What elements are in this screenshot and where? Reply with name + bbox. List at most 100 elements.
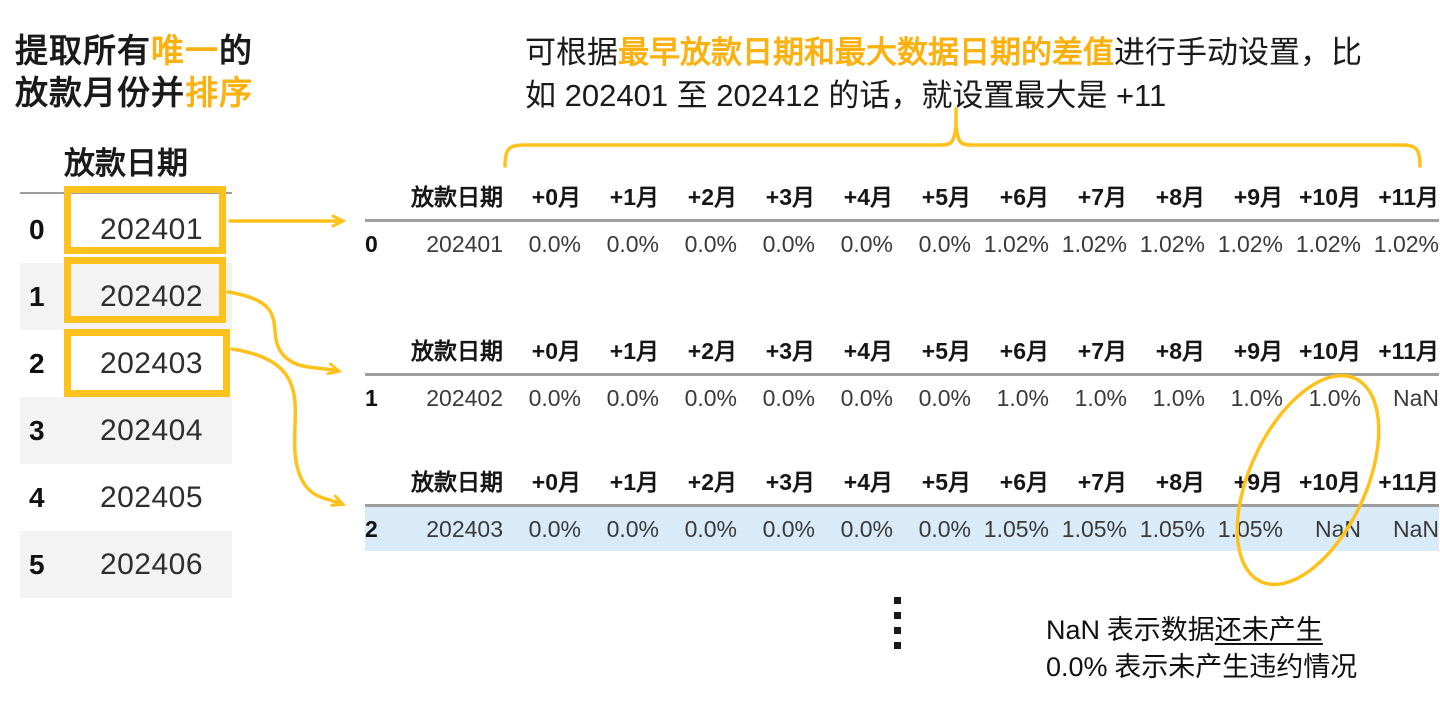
- annotation-max-offset: 可根据最早放款日期和最大数据日期的差值进行手动设置，比 如 202401 至 2…: [525, 31, 1362, 117]
- row-index: 1: [365, 384, 378, 411]
- vintage-table-202402: 放款日期 +0月 +1月 +2月 +3月 +4月 +5月 +6月 +7月 +8月 +9月 +10月 +1…: [365, 330, 1439, 420]
- value-cell: 0.0%: [684, 515, 737, 542]
- column-header: +2月: [687, 338, 737, 364]
- ellipsis-dot: [894, 627, 901, 634]
- column-header: +8月: [1155, 469, 1205, 495]
- column-header: 放款日期: [411, 184, 503, 210]
- loan-date-cell: 202402: [426, 384, 503, 411]
- table-row: 0 202401 0.0% 0.0% 0.0% 0.0% 0.0% 0.0% 1.02% 1.…: [365, 222, 1439, 266]
- column-header: +10月: [1298, 184, 1361, 210]
- table-row-highlighted: 2 202403 0.0% 0.0% 0.0% 0.0% 0.0% 0.0% 1.05% 1.…: [365, 507, 1439, 551]
- highlighted-text: 最早放款日期和最大数据日期的差值: [618, 35, 1114, 70]
- row-index: 1: [29, 280, 45, 312]
- value-cell: 0.0%: [840, 515, 893, 542]
- value-cell: 0.0%: [684, 384, 737, 411]
- column-header: +1月: [609, 469, 659, 495]
- highlighted-text: 唯一: [151, 32, 219, 69]
- column-header: +4月: [843, 184, 893, 210]
- annotation-line: 可根据最早放款日期和最大数据日期的差值进行手动设置，比: [525, 35, 1362, 70]
- vintage-table-202403: 放款日期 +0月 +1月 +2月 +3月 +4月 +5月 +6月 +7月 +8月 +9月 +10月 +1…: [365, 461, 1439, 551]
- column-header: +2月: [687, 184, 737, 210]
- loan-month-value: 202401: [99, 212, 204, 246]
- value-cell: 1.0%: [996, 384, 1049, 411]
- value-cell: 1.05%: [1217, 515, 1283, 542]
- vintage-header-row: 放款日期 +0月 +1月 +2月 +3月 +4月 +5月 +6月 +7月 +8月 +9月 +10月 +1…: [365, 330, 1439, 366]
- value-cell: NaN: [1392, 384, 1439, 411]
- value-cell: 0.0%: [606, 515, 659, 542]
- left-table-row: 3 202404: [20, 397, 232, 464]
- value-cell: 0.0%: [840, 230, 893, 257]
- header-separator: [365, 373, 1439, 376]
- arrow-202403-icon: [230, 347, 347, 507]
- value-cell: 1.05%: [1139, 515, 1205, 542]
- row-index: 4: [29, 481, 45, 513]
- vertical-ellipsis-icon: [894, 597, 901, 649]
- legend-notes: NaN 表示数据还未产生 0.0% 表示未产生违约情况: [1046, 612, 1357, 686]
- ellipsis-dot: [894, 612, 901, 619]
- column-header: +6月: [999, 469, 1049, 495]
- left-table-separator: [20, 192, 232, 194]
- column-header: +4月: [843, 338, 893, 364]
- column-header: +9月: [1233, 469, 1283, 495]
- column-header: +5月: [921, 184, 971, 210]
- value-cell: 0.0%: [528, 230, 581, 257]
- column-header: +3月: [765, 184, 815, 210]
- value-cell: 1.02%: [1295, 230, 1361, 257]
- annotation-line: 提取所有唯一的: [15, 32, 253, 69]
- value-cell: 0.0%: [684, 230, 737, 257]
- column-header: +5月: [921, 338, 971, 364]
- header-separator: [365, 219, 1439, 222]
- annotation-line: 放款月份并排序: [15, 74, 253, 111]
- left-table-row: 2 202403: [20, 330, 232, 397]
- column-header: +6月: [999, 338, 1049, 364]
- column-header: +3月: [765, 469, 815, 495]
- arrow-202402-icon: [226, 290, 343, 376]
- column-header: +0月: [531, 469, 581, 495]
- value-cell: 0.0%: [762, 515, 815, 542]
- column-header: +0月: [531, 184, 581, 210]
- loan-month-value: 202402: [99, 279, 204, 313]
- column-header: +4月: [843, 469, 893, 495]
- value-cell: 0.0%: [762, 230, 815, 257]
- value-cell: 1.0%: [1308, 384, 1361, 411]
- column-header: +1月: [609, 184, 659, 210]
- annotation-line: 如 202401 至 202412 的话，就设置最大是 +11: [525, 78, 1167, 113]
- column-header: +3月: [765, 338, 815, 364]
- value-cell: 1.0%: [1152, 384, 1205, 411]
- loan-month-value: 202404: [99, 413, 204, 447]
- column-header: +11月: [1378, 184, 1439, 210]
- left-table-row: 4 202405: [20, 464, 232, 531]
- loan-month-value: 202406: [99, 547, 204, 581]
- row-index: 5: [29, 548, 45, 580]
- column-header: +10月: [1298, 469, 1361, 495]
- underlined-text: 还未产生: [1214, 615, 1323, 645]
- column-header: +9月: [1233, 338, 1283, 364]
- value-cell: NaN: [1314, 515, 1361, 542]
- column-header: +5月: [921, 469, 971, 495]
- column-header: 放款日期: [411, 469, 503, 495]
- note-zero: 0.0% 表示未产生违约情况: [1046, 652, 1358, 682]
- column-header: 放款日期: [411, 338, 503, 364]
- value-cell: NaN: [1392, 515, 1439, 542]
- value-cell: 0.0%: [918, 384, 971, 411]
- ellipsis-dot: [894, 642, 901, 649]
- highlight-box-202401: [64, 186, 226, 254]
- value-cell: 1.0%: [1074, 384, 1127, 411]
- value-cell: 0.0%: [528, 515, 581, 542]
- highlight-box-202402: [64, 257, 226, 323]
- annotation-unique-sort: 提取所有唯一的 放款月份并排序: [15, 30, 253, 114]
- value-cell: 0.0%: [606, 384, 659, 411]
- value-cell: 0.0%: [918, 230, 971, 257]
- loan-date-cell: 202403: [426, 515, 503, 542]
- vintage-header-row: 放款日期 +0月 +1月 +2月 +3月 +4月 +5月 +6月 +7月 +8月 +9月 +10月 +1…: [365, 461, 1439, 497]
- column-header: +9月: [1233, 184, 1283, 210]
- highlight-box-202403: [64, 329, 230, 397]
- column-header: +10月: [1298, 338, 1361, 364]
- row-index: 3: [29, 414, 45, 446]
- column-header: +8月: [1155, 338, 1205, 364]
- value-cell: 1.02%: [1139, 230, 1205, 257]
- left-table: 0 202401 1 202402 2 202403 3 202404 4 20…: [20, 196, 232, 598]
- row-index: 0: [365, 230, 378, 257]
- column-header: +1月: [609, 338, 659, 364]
